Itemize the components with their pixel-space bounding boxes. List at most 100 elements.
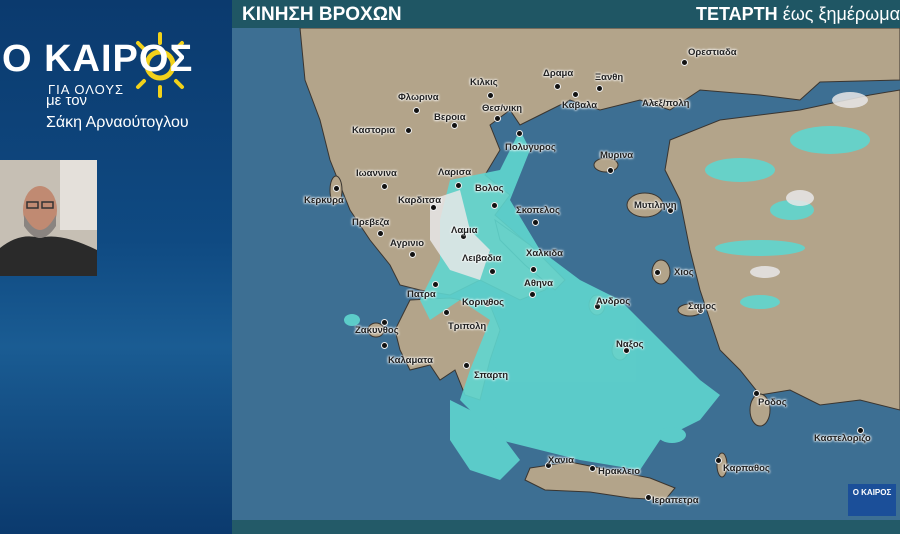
city-dot bbox=[452, 123, 457, 128]
city-dot bbox=[533, 220, 538, 225]
city-dot bbox=[488, 93, 493, 98]
city-dot bbox=[492, 203, 497, 208]
rain-areas bbox=[344, 126, 870, 480]
city-label: Πολυγυρος bbox=[505, 142, 556, 153]
heavy-rain-areas bbox=[430, 92, 868, 280]
city-label: Ναξος bbox=[616, 339, 644, 350]
city-label: Ιωαννινα bbox=[356, 168, 397, 179]
city-label: Καλαματα bbox=[388, 355, 433, 366]
city-dot bbox=[414, 108, 419, 113]
watermark-logo: Ο ΚΑΙΡΟΣ bbox=[848, 484, 896, 516]
city-label: Ανδρος bbox=[596, 296, 631, 307]
logo-subtitle: ΓΙΑ ΟΛΟΥΣ bbox=[48, 82, 125, 97]
city-label: Χιος bbox=[674, 267, 694, 278]
city-dot bbox=[698, 308, 703, 313]
city-label: Σκοπελος bbox=[516, 205, 560, 216]
city-dot bbox=[858, 428, 863, 433]
city-dot bbox=[590, 466, 595, 471]
city-label: Αθηνα bbox=[524, 278, 553, 289]
city-dot bbox=[573, 92, 578, 97]
logo-title: Ο ΚΑΙΡΟΣ bbox=[2, 38, 194, 80]
city-label: Καρπαθος bbox=[723, 463, 770, 474]
city-dot bbox=[608, 168, 613, 173]
land-crete bbox=[524, 461, 676, 501]
bottom-strip bbox=[232, 520, 900, 534]
city-label: Μυτιληνη bbox=[634, 200, 677, 211]
city-dot bbox=[382, 320, 387, 325]
city-label: Σπαρτη bbox=[474, 370, 509, 381]
city-label: Ορεστιαδα bbox=[688, 47, 737, 58]
city-dot bbox=[461, 234, 466, 239]
city-label: Χανια bbox=[548, 455, 574, 466]
map-title: ΚΙΝΗΣΗ ΒΡΟΧΩΝ bbox=[242, 4, 402, 25]
city-dot bbox=[716, 458, 721, 463]
city-label: Κορινθος bbox=[462, 297, 505, 308]
city-dot bbox=[595, 304, 600, 309]
city-dot bbox=[431, 205, 436, 210]
map-header: ΚΙΝΗΣΗ ΒΡΟΧΩΝ ΤΕΤΑΡΤΗ έως ξημέρωμα bbox=[232, 0, 900, 28]
city-dot bbox=[382, 343, 387, 348]
city-label: Λαρισα bbox=[438, 167, 472, 178]
city-dot bbox=[456, 183, 461, 188]
city-label: Φλωρινα bbox=[398, 92, 439, 103]
host-prefix: με τον bbox=[46, 92, 88, 109]
city-dot bbox=[444, 310, 449, 315]
presenter-video bbox=[0, 160, 97, 276]
city-dot bbox=[382, 184, 387, 189]
city-dot bbox=[555, 84, 560, 89]
city-label: Αλεξ/πολη bbox=[642, 98, 690, 109]
city-label: Μυρινα bbox=[600, 150, 634, 161]
city-dot bbox=[546, 463, 551, 468]
forecast-time: έως ξημέρωμα bbox=[782, 4, 900, 24]
city-dot bbox=[651, 101, 656, 106]
city-label: Σαμος bbox=[688, 301, 717, 312]
city-label: Χαλκιδα bbox=[526, 248, 563, 259]
city-dot bbox=[495, 116, 500, 121]
city-label: Καβαλα bbox=[562, 100, 598, 111]
city-dot bbox=[646, 495, 651, 500]
city-label: Κερκυρα bbox=[304, 195, 344, 206]
branding-panel: Ο ΚΑΙΡΟΣ ΓΙΑ ΟΛΟΥΣ με τον Σάκη Αρναούτογ… bbox=[0, 0, 232, 534]
city-dot bbox=[624, 348, 629, 353]
city-dot bbox=[597, 86, 602, 91]
city-dot bbox=[334, 186, 339, 191]
city-dot bbox=[406, 128, 411, 133]
city-label: Λειβαδια bbox=[462, 253, 502, 264]
city-label: Βολος bbox=[475, 183, 504, 194]
city-dot bbox=[655, 270, 660, 275]
forecast-period: ΤΕΤΑΡΤΗ έως ξημέρωμα bbox=[696, 4, 900, 25]
rain-map bbox=[232, 27, 900, 520]
city-label: Καστελοριζο bbox=[814, 433, 871, 444]
city-dot bbox=[754, 391, 759, 396]
city-label: Καστορια bbox=[352, 125, 396, 136]
city-label: Τριπολη bbox=[448, 321, 487, 332]
show-logo: Ο ΚΑΙΡΟΣ ΓΙΑ ΟΛΟΥΣ bbox=[0, 18, 220, 98]
city-dot bbox=[668, 208, 673, 213]
city-label: Κιλκις bbox=[470, 77, 498, 88]
city-label: Πατρα bbox=[407, 289, 436, 300]
city-dot bbox=[530, 292, 535, 297]
presenter-image bbox=[0, 160, 97, 276]
sun-icon bbox=[136, 32, 184, 98]
city-label: Δραμα bbox=[543, 68, 574, 79]
city-dot bbox=[531, 267, 536, 272]
city-label: Λαμια bbox=[451, 225, 478, 236]
city-label: Ζακυνθος bbox=[355, 325, 399, 336]
city-dot bbox=[433, 282, 438, 287]
city-label: Ροδος bbox=[758, 397, 787, 408]
city-label: Καρδιτσα bbox=[398, 195, 442, 206]
city-dot bbox=[410, 252, 415, 257]
city-label: Θεσ/νικη bbox=[482, 103, 523, 114]
city-label: Βεροια bbox=[434, 112, 466, 123]
city-label: Ηρακλειο bbox=[598, 466, 641, 477]
city-label: Πρεβεζα bbox=[352, 217, 390, 228]
city-dot bbox=[485, 301, 490, 306]
host-name: Σάκη Αρναούτογλου bbox=[46, 114, 189, 131]
city-dot bbox=[464, 363, 469, 368]
city-dot bbox=[682, 60, 687, 65]
forecast-day: ΤΕΤΑΡΤΗ bbox=[696, 4, 778, 24]
city-label: Ξανθη bbox=[595, 72, 624, 83]
city-label: Αγρινιο bbox=[390, 238, 425, 249]
city-label: Ιεραπετρα bbox=[652, 495, 699, 506]
map-graphic bbox=[232, 27, 900, 520]
